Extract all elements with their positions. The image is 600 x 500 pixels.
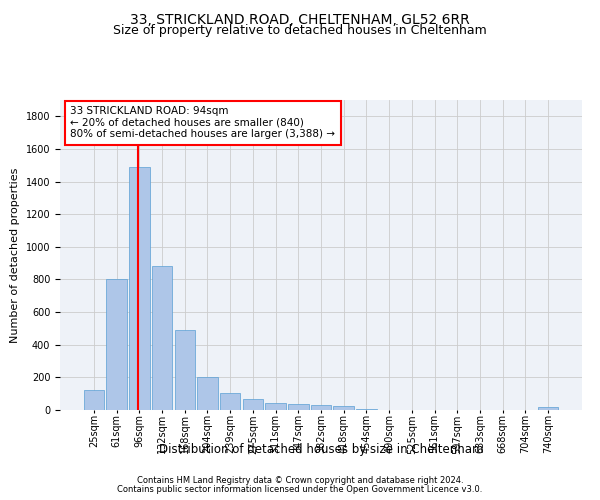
Bar <box>356 408 377 410</box>
Bar <box>220 393 241 410</box>
Bar <box>84 390 104 410</box>
Bar <box>175 330 195 410</box>
Bar <box>538 407 558 410</box>
Bar <box>311 405 331 410</box>
Text: 33, STRICKLAND ROAD, CHELTENHAM, GL52 6RR: 33, STRICKLAND ROAD, CHELTENHAM, GL52 6R… <box>130 12 470 26</box>
Bar <box>288 404 308 410</box>
Bar <box>106 280 127 410</box>
Bar <box>197 376 218 410</box>
Bar <box>334 406 354 410</box>
Bar <box>129 167 149 410</box>
Text: 33 STRICKLAND ROAD: 94sqm
← 20% of detached houses are smaller (840)
80% of semi: 33 STRICKLAND ROAD: 94sqm ← 20% of detac… <box>70 106 335 140</box>
Text: Distribution of detached houses by size in Cheltenham: Distribution of detached houses by size … <box>159 442 483 456</box>
Bar <box>265 402 286 410</box>
Bar <box>242 400 263 410</box>
Y-axis label: Number of detached properties: Number of detached properties <box>10 168 20 342</box>
Text: Contains HM Land Registry data © Crown copyright and database right 2024.: Contains HM Land Registry data © Crown c… <box>137 476 463 485</box>
Text: Contains public sector information licensed under the Open Government Licence v3: Contains public sector information licen… <box>118 485 482 494</box>
Text: Size of property relative to detached houses in Cheltenham: Size of property relative to detached ho… <box>113 24 487 37</box>
Bar <box>152 266 172 410</box>
